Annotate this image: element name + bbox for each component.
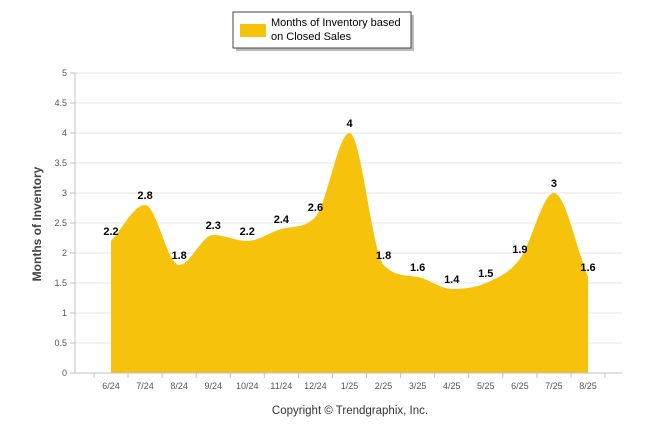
data-label: 3 bbox=[551, 178, 557, 190]
data-label: 2.6 bbox=[308, 202, 323, 214]
data-label: 2.4 bbox=[274, 214, 290, 226]
data-label: 4 bbox=[346, 118, 353, 130]
x-tick-label: 6/24 bbox=[102, 381, 120, 391]
y-tick-label: 2.5 bbox=[54, 218, 67, 228]
y-tick-label: 0.5 bbox=[54, 338, 67, 348]
y-tick-label: 4.5 bbox=[54, 98, 67, 108]
y-tick-label: 1 bbox=[62, 308, 67, 318]
x-tick-label: 7/25 bbox=[545, 381, 563, 391]
data-label: 1.6 bbox=[410, 262, 425, 274]
x-tick-label: 9/24 bbox=[204, 381, 222, 391]
data-label: 1.4 bbox=[444, 274, 460, 286]
data-labels: 2.2 2.8 1.8 2.3 2.2 2.4 2.6 4 1.8 1.6 1.4 1.5 1.9 3 1.… bbox=[103, 118, 595, 286]
data-label: 1.6 bbox=[580, 262, 595, 274]
x-tick-label: 3/25 bbox=[409, 381, 427, 391]
data-label: 1.5 bbox=[478, 268, 493, 280]
series-area bbox=[111, 133, 588, 373]
y-axis-label: Months of Inventory bbox=[30, 166, 44, 281]
y-tick-label: 3 bbox=[62, 188, 67, 198]
y-tick-label: 5 bbox=[62, 68, 67, 78]
x-tick-label: 12/24 bbox=[304, 381, 327, 391]
copyright-footer: Copyright © Trendgraphix, Inc. bbox=[272, 405, 428, 417]
legend-label-line-1: Months of Inventory based bbox=[271, 17, 401, 29]
y-tick-label: 0 bbox=[62, 368, 67, 378]
x-tick-label: 6/25 bbox=[511, 381, 529, 391]
plot-area bbox=[110, 132, 589, 373]
x-tick-label: 7/24 bbox=[136, 381, 154, 391]
legend-label-line-2: on Closed Sales bbox=[271, 31, 352, 43]
x-tick-label: 8/25 bbox=[579, 381, 597, 391]
x-tick-label: 8/24 bbox=[170, 381, 188, 391]
x-tick-label: 5/25 bbox=[477, 381, 495, 391]
axes: 0 0.5 1 1.5 2 2.5 3 3.5 4 4.5 5 6/24 7/24 8/24 9/24 10/… bbox=[54, 68, 622, 391]
y-tick-label: 3.5 bbox=[54, 158, 67, 168]
data-label: 1.8 bbox=[376, 250, 391, 262]
x-tick-label: 10/24 bbox=[236, 381, 259, 391]
data-label: 2.2 bbox=[103, 226, 118, 238]
legend[interactable]: Months of Inventory based on Closed Sale… bbox=[232, 11, 414, 51]
y-tick-label: 2 bbox=[62, 248, 67, 258]
x-tick-label: 2/25 bbox=[375, 381, 393, 391]
y-tick-label: 1.5 bbox=[54, 278, 67, 288]
data-label: 2.8 bbox=[137, 190, 152, 202]
x-tick-label: 11/24 bbox=[270, 381, 292, 391]
legend-swatch bbox=[240, 24, 266, 37]
y-tick-label: 4 bbox=[62, 128, 67, 138]
data-label: 2.2 bbox=[240, 226, 255, 238]
x-tick-label: 1/25 bbox=[341, 381, 359, 391]
x-tick-label: 4/25 bbox=[443, 381, 461, 391]
data-label: 2.3 bbox=[206, 220, 221, 232]
data-label: 1.8 bbox=[171, 250, 186, 262]
data-label: 1.9 bbox=[512, 244, 527, 256]
